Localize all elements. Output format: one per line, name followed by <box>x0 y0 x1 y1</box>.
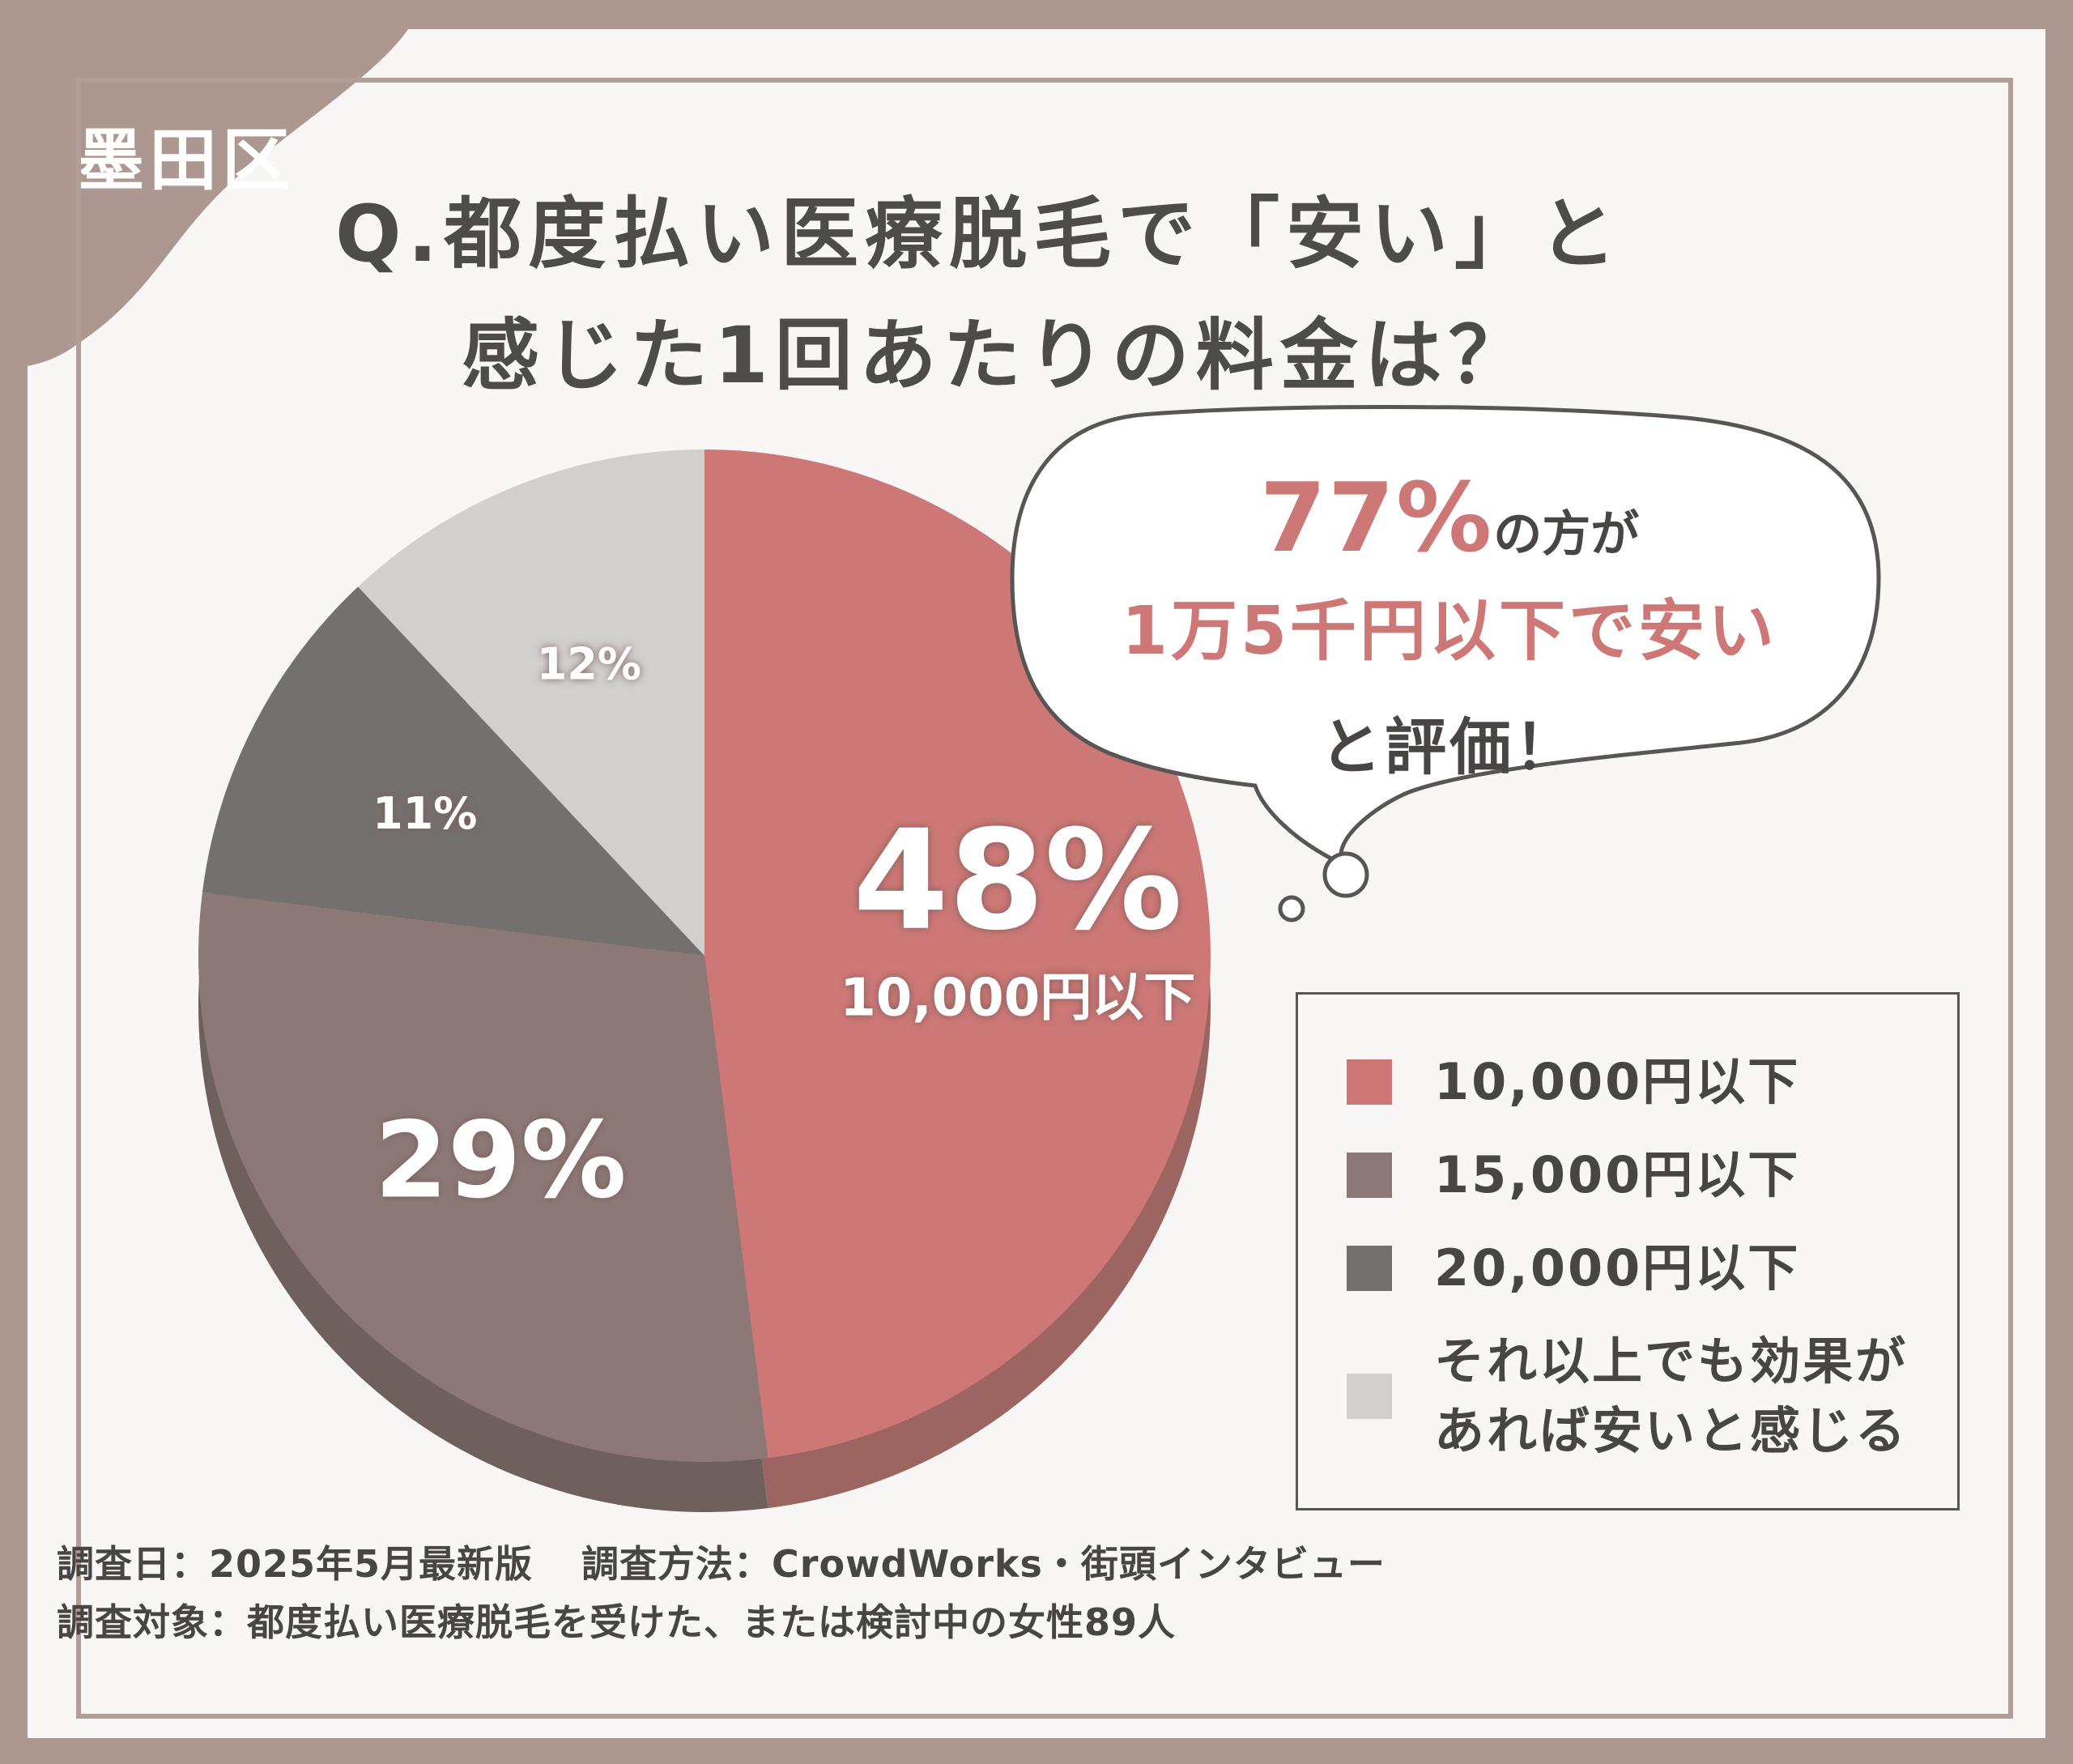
pie-slices <box>198 450 1211 1462</box>
pie-slice <box>358 450 704 956</box>
legend-item: 10,000円以下 <box>1347 1047 1800 1117</box>
pie-slice-sublabel: 10,000円以下 <box>840 969 1195 1029</box>
pie-slice <box>202 586 704 956</box>
legend-item: 20,000円以下 <box>1347 1234 1800 1303</box>
bubble-percent-suffix: の方が <box>1493 506 1640 563</box>
legend-label: 20,000円以下 <box>1434 1238 1801 1297</box>
pie-slice-label: 48% <box>853 801 1182 961</box>
bubble-line-2: 1万5千円以下で安い <box>1121 593 1778 670</box>
title-line-1: Q.都度払い医療脱毛で「安い」と <box>335 189 1624 279</box>
legend-label: それ以上でも効果が あれば安いと感じる <box>1434 1332 1909 1460</box>
legend-item: 15,000円以下 <box>1347 1140 1800 1210</box>
speech-bubble <box>1010 405 1881 922</box>
region-label: 墨田区 <box>76 121 296 200</box>
title-line-2: 感じた1回あたりの料金は？ <box>462 310 1533 401</box>
legend-swatch <box>1347 1153 1392 1198</box>
chart-legend: 10,000円以下 15,000円以下 20,000円以下 それ以上でも効果が … <box>1296 992 1960 1510</box>
pie-slice-label: 29% <box>375 1098 627 1221</box>
bubble-line-3: と評価！ <box>1320 711 1579 783</box>
survey-footer: 調査日：2025年5月最新版 調査方法：CrowdWorks・街頭インタビュー 調… <box>57 1535 1386 1651</box>
bubble-line-1: 77%の方が <box>1012 462 1887 573</box>
footer-line-1: 調査日：2025年5月最新版 調査方法：CrowdWorks・街頭インタビュー <box>57 1535 1386 1593</box>
survey-method: 調査方法：CrowdWorks・街頭インタビュー <box>581 1542 1386 1586</box>
pie-slice-label: 11% <box>372 788 477 839</box>
legend-swatch <box>1347 1059 1392 1105</box>
survey-date: 調査日：2025年5月最新版 <box>57 1542 534 1586</box>
bubble-percent: 77% <box>1259 462 1494 573</box>
pie-slice-label: 12% <box>537 639 641 690</box>
legend-swatch <box>1347 1246 1392 1291</box>
bubble-text: 77%の方が 1万5千円以下で安い と評価！ <box>1012 462 1887 786</box>
pie-labels: 48% 10,000円以下 29% 11% 12% <box>372 639 1195 1222</box>
legend-label: 15,000円以下 <box>1434 1145 1801 1204</box>
legend-label: 10,000円以下 <box>1434 1052 1801 1111</box>
legend-item: それ以上でも効果が あれば安いと感じる <box>1347 1327 1908 1466</box>
pie-slice <box>198 892 768 1462</box>
question-title: Q.都度払い医療脱毛で「安い」と 感じた1回あたりの料金は？ <box>335 173 1971 416</box>
legend-swatch <box>1347 1374 1392 1419</box>
corner-tab <box>28 29 408 366</box>
pie-chart: 48% 10,000円以下 29% 11% 12% <box>198 450 1211 1512</box>
survey-subject: 調査対象：都度払い医療脱毛を受けた、または検討中の女性89人 <box>57 1600 1177 1644</box>
